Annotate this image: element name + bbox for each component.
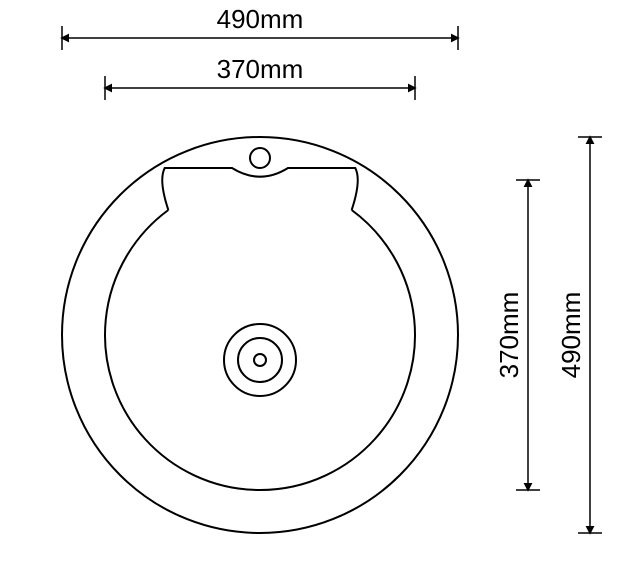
dim-width-inner-label: 370mm — [217, 54, 304, 84]
sink-dimension-diagram: 490mm 370mm 490mm 370mm — [0, 0, 620, 588]
dim-width-outer-label: 490mm — [217, 4, 304, 34]
dim-height-outer-label: 490mm — [556, 292, 586, 379]
dim-height-inner-label: 370mm — [494, 292, 524, 379]
